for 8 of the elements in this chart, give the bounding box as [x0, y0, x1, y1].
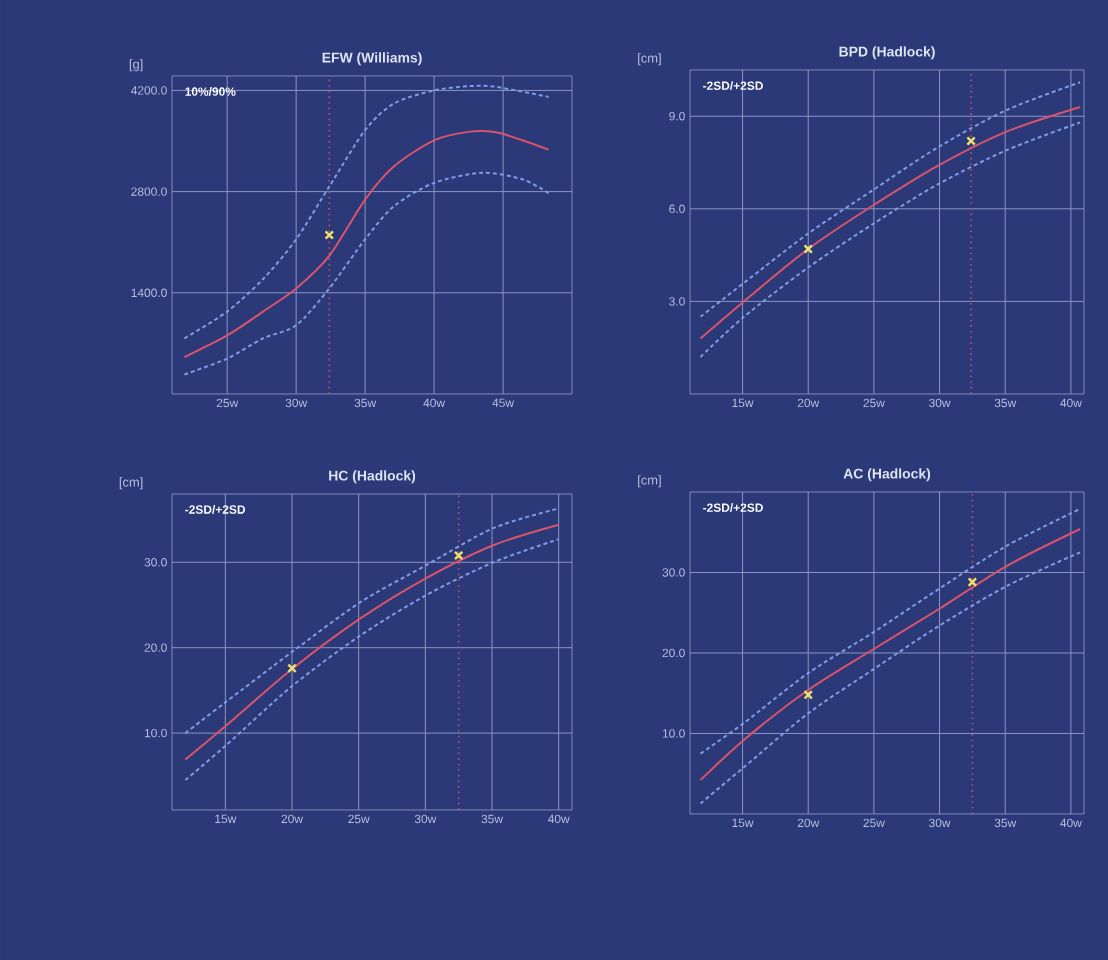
- line-series: [699, 507, 1082, 755]
- line-series: [699, 81, 1082, 318]
- line-series: [184, 507, 560, 735]
- line-series: [183, 84, 550, 340]
- line-series: [183, 130, 550, 359]
- line-series: [183, 171, 550, 376]
- line-series: [699, 528, 1082, 782]
- line-series: [699, 551, 1082, 805]
